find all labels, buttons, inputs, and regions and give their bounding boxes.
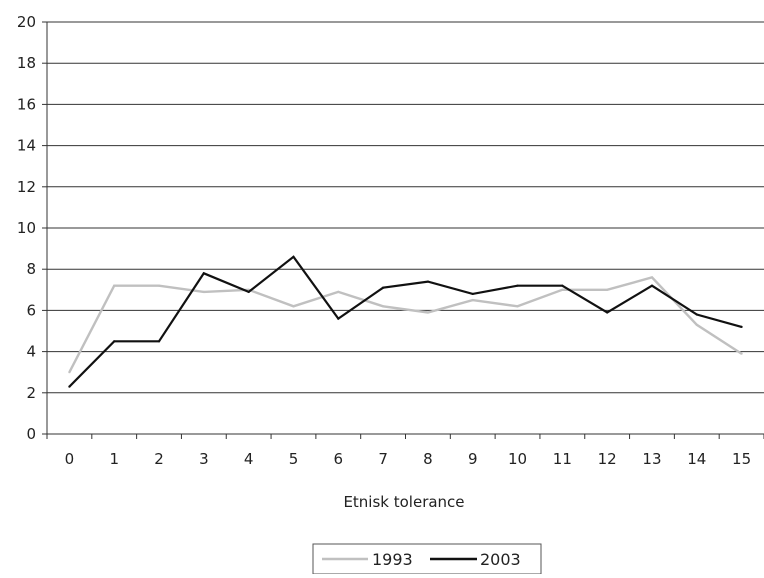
data-point-2003 <box>292 255 295 258</box>
y-tick-label: 6 <box>26 301 36 319</box>
x-tick-label: 6 <box>334 450 344 468</box>
data-point-2003 <box>202 272 205 275</box>
data-point-2003 <box>381 286 385 289</box>
x-tick-label: 13 <box>642 450 661 468</box>
data-point-1993 <box>381 305 385 308</box>
x-tick-label: 14 <box>687 450 706 468</box>
gridlines <box>47 21 764 394</box>
data-point-2003 <box>68 385 71 388</box>
data-point-1993 <box>68 371 71 374</box>
y-tick-label: 2 <box>26 384 36 402</box>
data-point-1993 <box>292 305 295 308</box>
x-tick-label: 11 <box>553 450 572 468</box>
x-tick-label: 0 <box>65 450 75 468</box>
data-point-2003 <box>471 292 474 296</box>
series-lines <box>68 255 743 388</box>
data-point-2003 <box>606 311 609 314</box>
legend-label-1993: 1993 <box>372 550 413 569</box>
y-tick-label: 10 <box>17 219 36 237</box>
x-tick-label: 3 <box>199 450 209 468</box>
data-point-2003 <box>695 313 698 316</box>
series-line-2003 <box>68 255 742 388</box>
x-axis-label: Etnisk tolerance <box>343 493 464 511</box>
y-tick-label: 18 <box>17 54 36 72</box>
x-tick-label: 1 <box>109 450 119 468</box>
x-tick-label: 4 <box>244 450 254 468</box>
y-tick-label: 16 <box>17 95 36 113</box>
x-tick-label: 2 <box>154 450 164 468</box>
data-point-1993 <box>426 311 430 314</box>
data-point-2003 <box>516 284 519 287</box>
data-point-1993 <box>516 305 519 308</box>
data-point-1993 <box>650 276 654 279</box>
data-point-1993 <box>202 290 205 293</box>
legend-label-2003: 2003 <box>480 550 521 569</box>
data-point-1993 <box>561 288 564 291</box>
data-point-1993 <box>695 323 698 326</box>
x-tick-label: 12 <box>598 450 617 468</box>
y-tick-label: 20 <box>17 13 36 31</box>
data-point-2003 <box>740 325 743 328</box>
x-tick-label: 10 <box>508 450 527 468</box>
data-point-2003 <box>650 284 654 287</box>
x-tick-label: 5 <box>289 450 299 468</box>
data-point-2003 <box>426 280 430 283</box>
data-point-2003 <box>157 340 161 343</box>
data-point-1993 <box>471 299 474 302</box>
data-point-1993 <box>606 288 609 291</box>
data-point-2003 <box>247 290 250 293</box>
y-tick-label: 12 <box>17 178 36 196</box>
data-point-2003 <box>337 317 340 320</box>
y-tick-label: 0 <box>26 425 36 443</box>
series-line-1993 <box>68 276 743 373</box>
legend: 1993 2003 <box>312 543 542 575</box>
x-tick-label: 9 <box>468 450 478 468</box>
data-point-1993 <box>740 352 743 355</box>
data-point-1993 <box>337 290 340 293</box>
data-point-1993 <box>113 284 116 287</box>
data-point-2003 <box>561 284 564 287</box>
data-point-2003 <box>113 340 116 343</box>
x-tick-label: 8 <box>423 450 433 468</box>
data-point-1993 <box>157 284 161 287</box>
x-tick-label: 15 <box>732 450 751 468</box>
y-tick-label: 8 <box>26 260 36 278</box>
x-tick-label: 7 <box>378 450 388 468</box>
y-tick-label: 4 <box>26 343 36 361</box>
y-tick-label: 14 <box>17 137 36 155</box>
